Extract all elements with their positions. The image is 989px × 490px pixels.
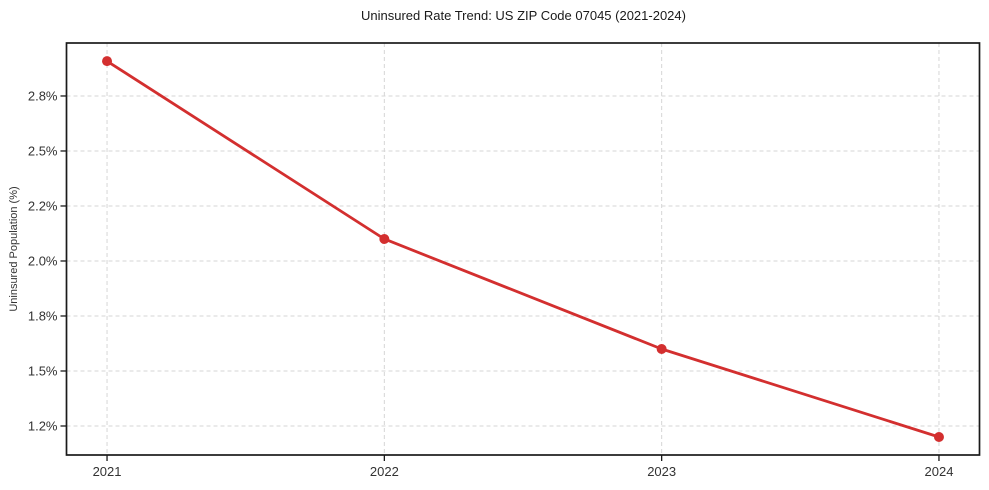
y-tick-label: 2.8% [28,88,58,103]
data-point-2023 [656,343,667,354]
data-point-2022 [379,233,390,244]
y-tick-label: 2.2% [28,198,58,213]
plot-border [65,42,981,456]
x-tick-label: 2023 [647,464,676,479]
y-tick-label: 1.5% [28,363,58,378]
y-tick-label: 1.8% [28,308,58,323]
data-point-2021 [102,56,113,67]
x-tick-label: 2024 [925,464,954,479]
trend-line [105,59,941,439]
y-tick-label: 2.5% [28,143,58,158]
x-tick-label: 2021 [93,464,122,479]
data-point-2024 [933,431,944,442]
chart-title: Uninsured Rate Trend: US ZIP Code 07045 … [361,8,686,23]
y-tick-label: 2.0% [28,253,58,268]
y-tick-label: 1.2% [28,418,58,433]
x-tick-label: 2022 [370,464,399,479]
